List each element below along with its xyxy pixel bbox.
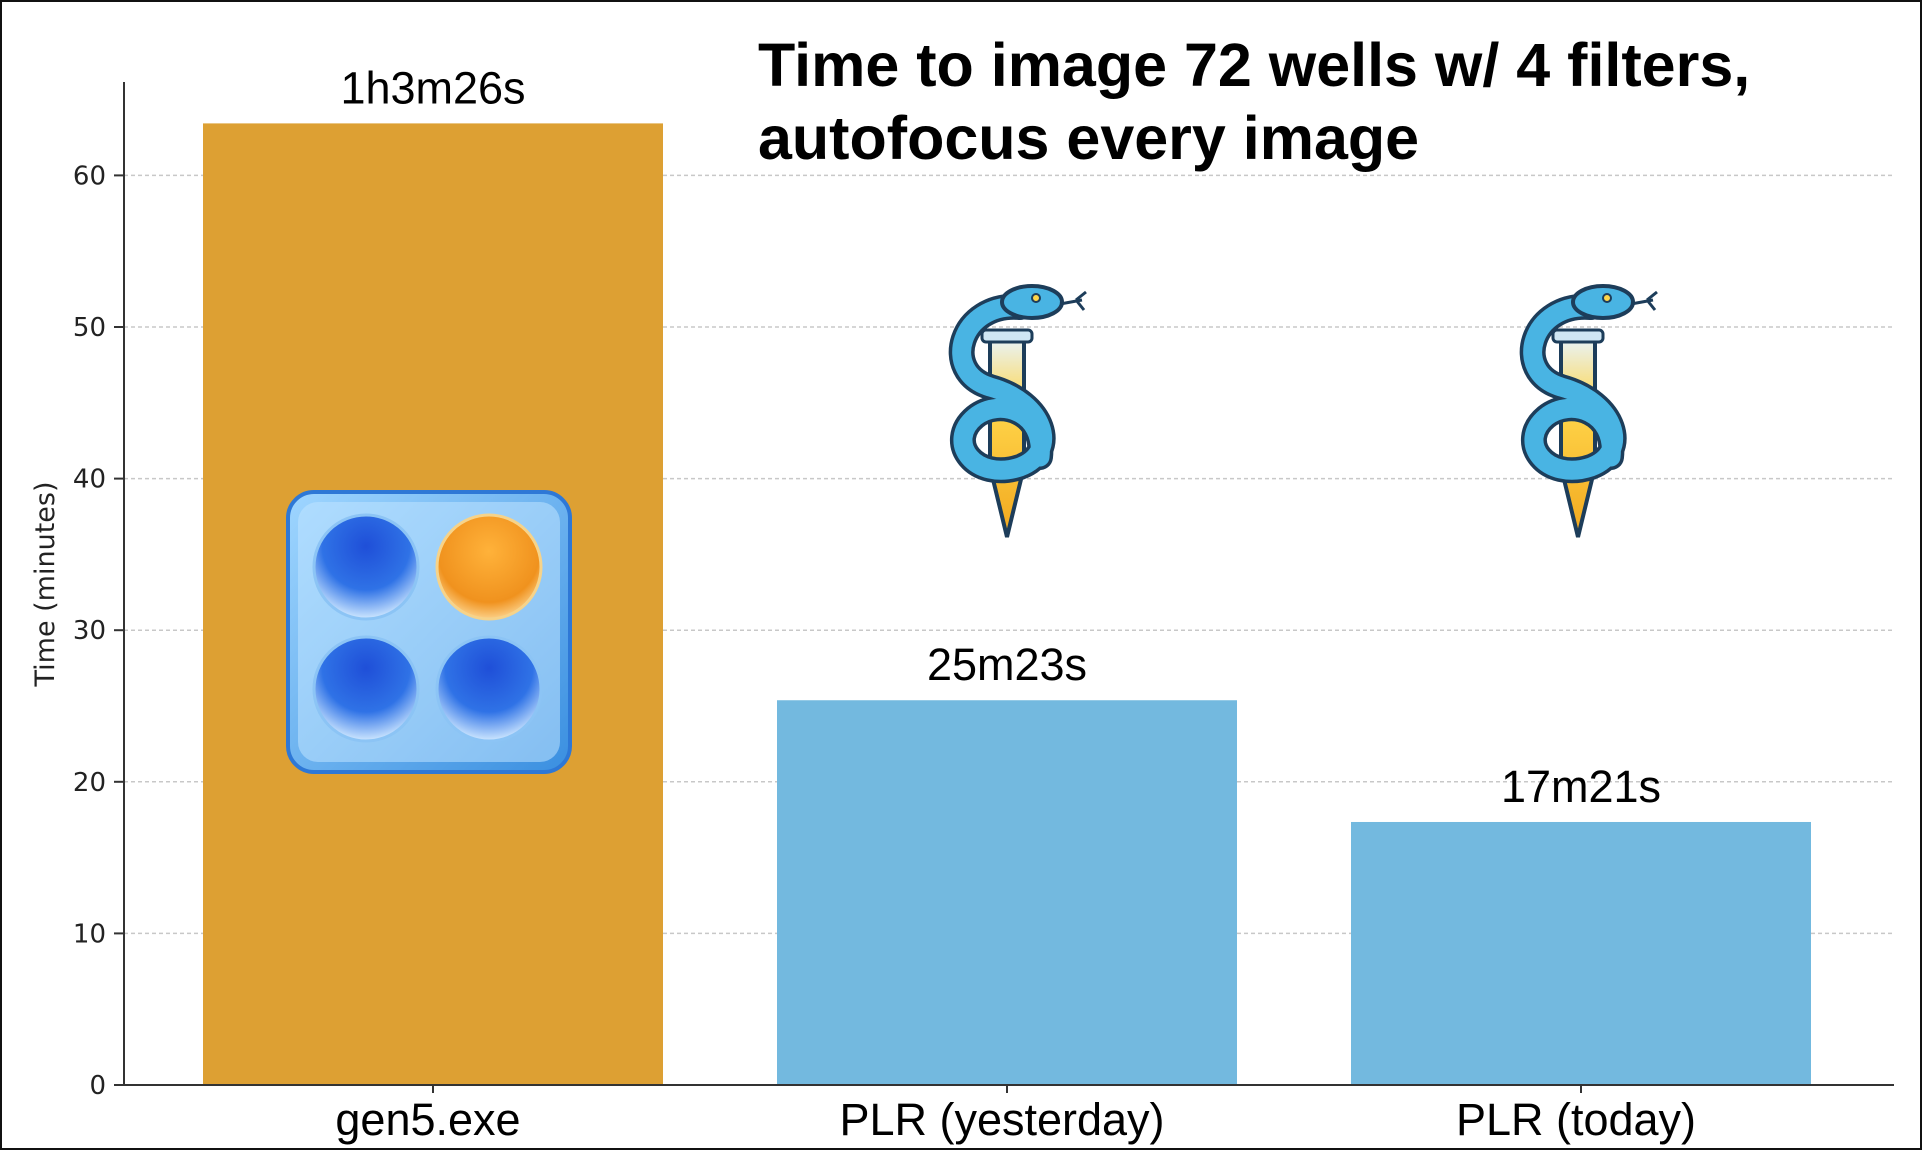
x-category-label: PLR (today) bbox=[1456, 1094, 1696, 1145]
bar-plr-today bbox=[1351, 821, 1811, 1085]
x-category-label: gen5.exe bbox=[335, 1094, 520, 1145]
y-tick-label: 60 bbox=[73, 161, 106, 191]
well-orange bbox=[435, 513, 543, 621]
bar-labels: 1h3m26s gen5.exe 25m23s PLR (yesterday) 17m2… bbox=[335, 62, 1696, 1145]
chart-title-line-2: autofocus every image bbox=[758, 104, 1419, 172]
well-blue-1 bbox=[312, 513, 420, 621]
snake-test-tube-icon bbox=[948, 284, 1087, 538]
y-ticks: 0 10 20 30 40 50 60 bbox=[73, 161, 124, 1101]
y-tick-label: 40 bbox=[73, 465, 106, 495]
well-plate-icon bbox=[286, 490, 572, 774]
y-axis-label: Time (minutes) bbox=[30, 481, 61, 687]
y-tick-label: 10 bbox=[73, 919, 106, 949]
y-tick-label: 30 bbox=[73, 616, 106, 646]
bar-value-label: 1h3m26s bbox=[340, 62, 525, 113]
y-tick-label: 0 bbox=[89, 1071, 106, 1101]
well-blue-3 bbox=[435, 635, 543, 743]
snake-test-tube-icon bbox=[1519, 284, 1658, 538]
bar-plr-yesterday bbox=[777, 700, 1237, 1085]
well-blue-2 bbox=[312, 635, 420, 743]
bar-value-label: 17m21s bbox=[1501, 761, 1661, 812]
y-tick-label: 50 bbox=[73, 313, 106, 343]
x-category-label: PLR (yesterday) bbox=[839, 1094, 1164, 1145]
bar-value-label: 25m23s bbox=[927, 639, 1087, 690]
chart-title-line-1: Time to image 72 wells w/ 4 filters, bbox=[758, 31, 1750, 99]
axes bbox=[123, 82, 1894, 1086]
y-tick-label: 20 bbox=[73, 768, 106, 798]
